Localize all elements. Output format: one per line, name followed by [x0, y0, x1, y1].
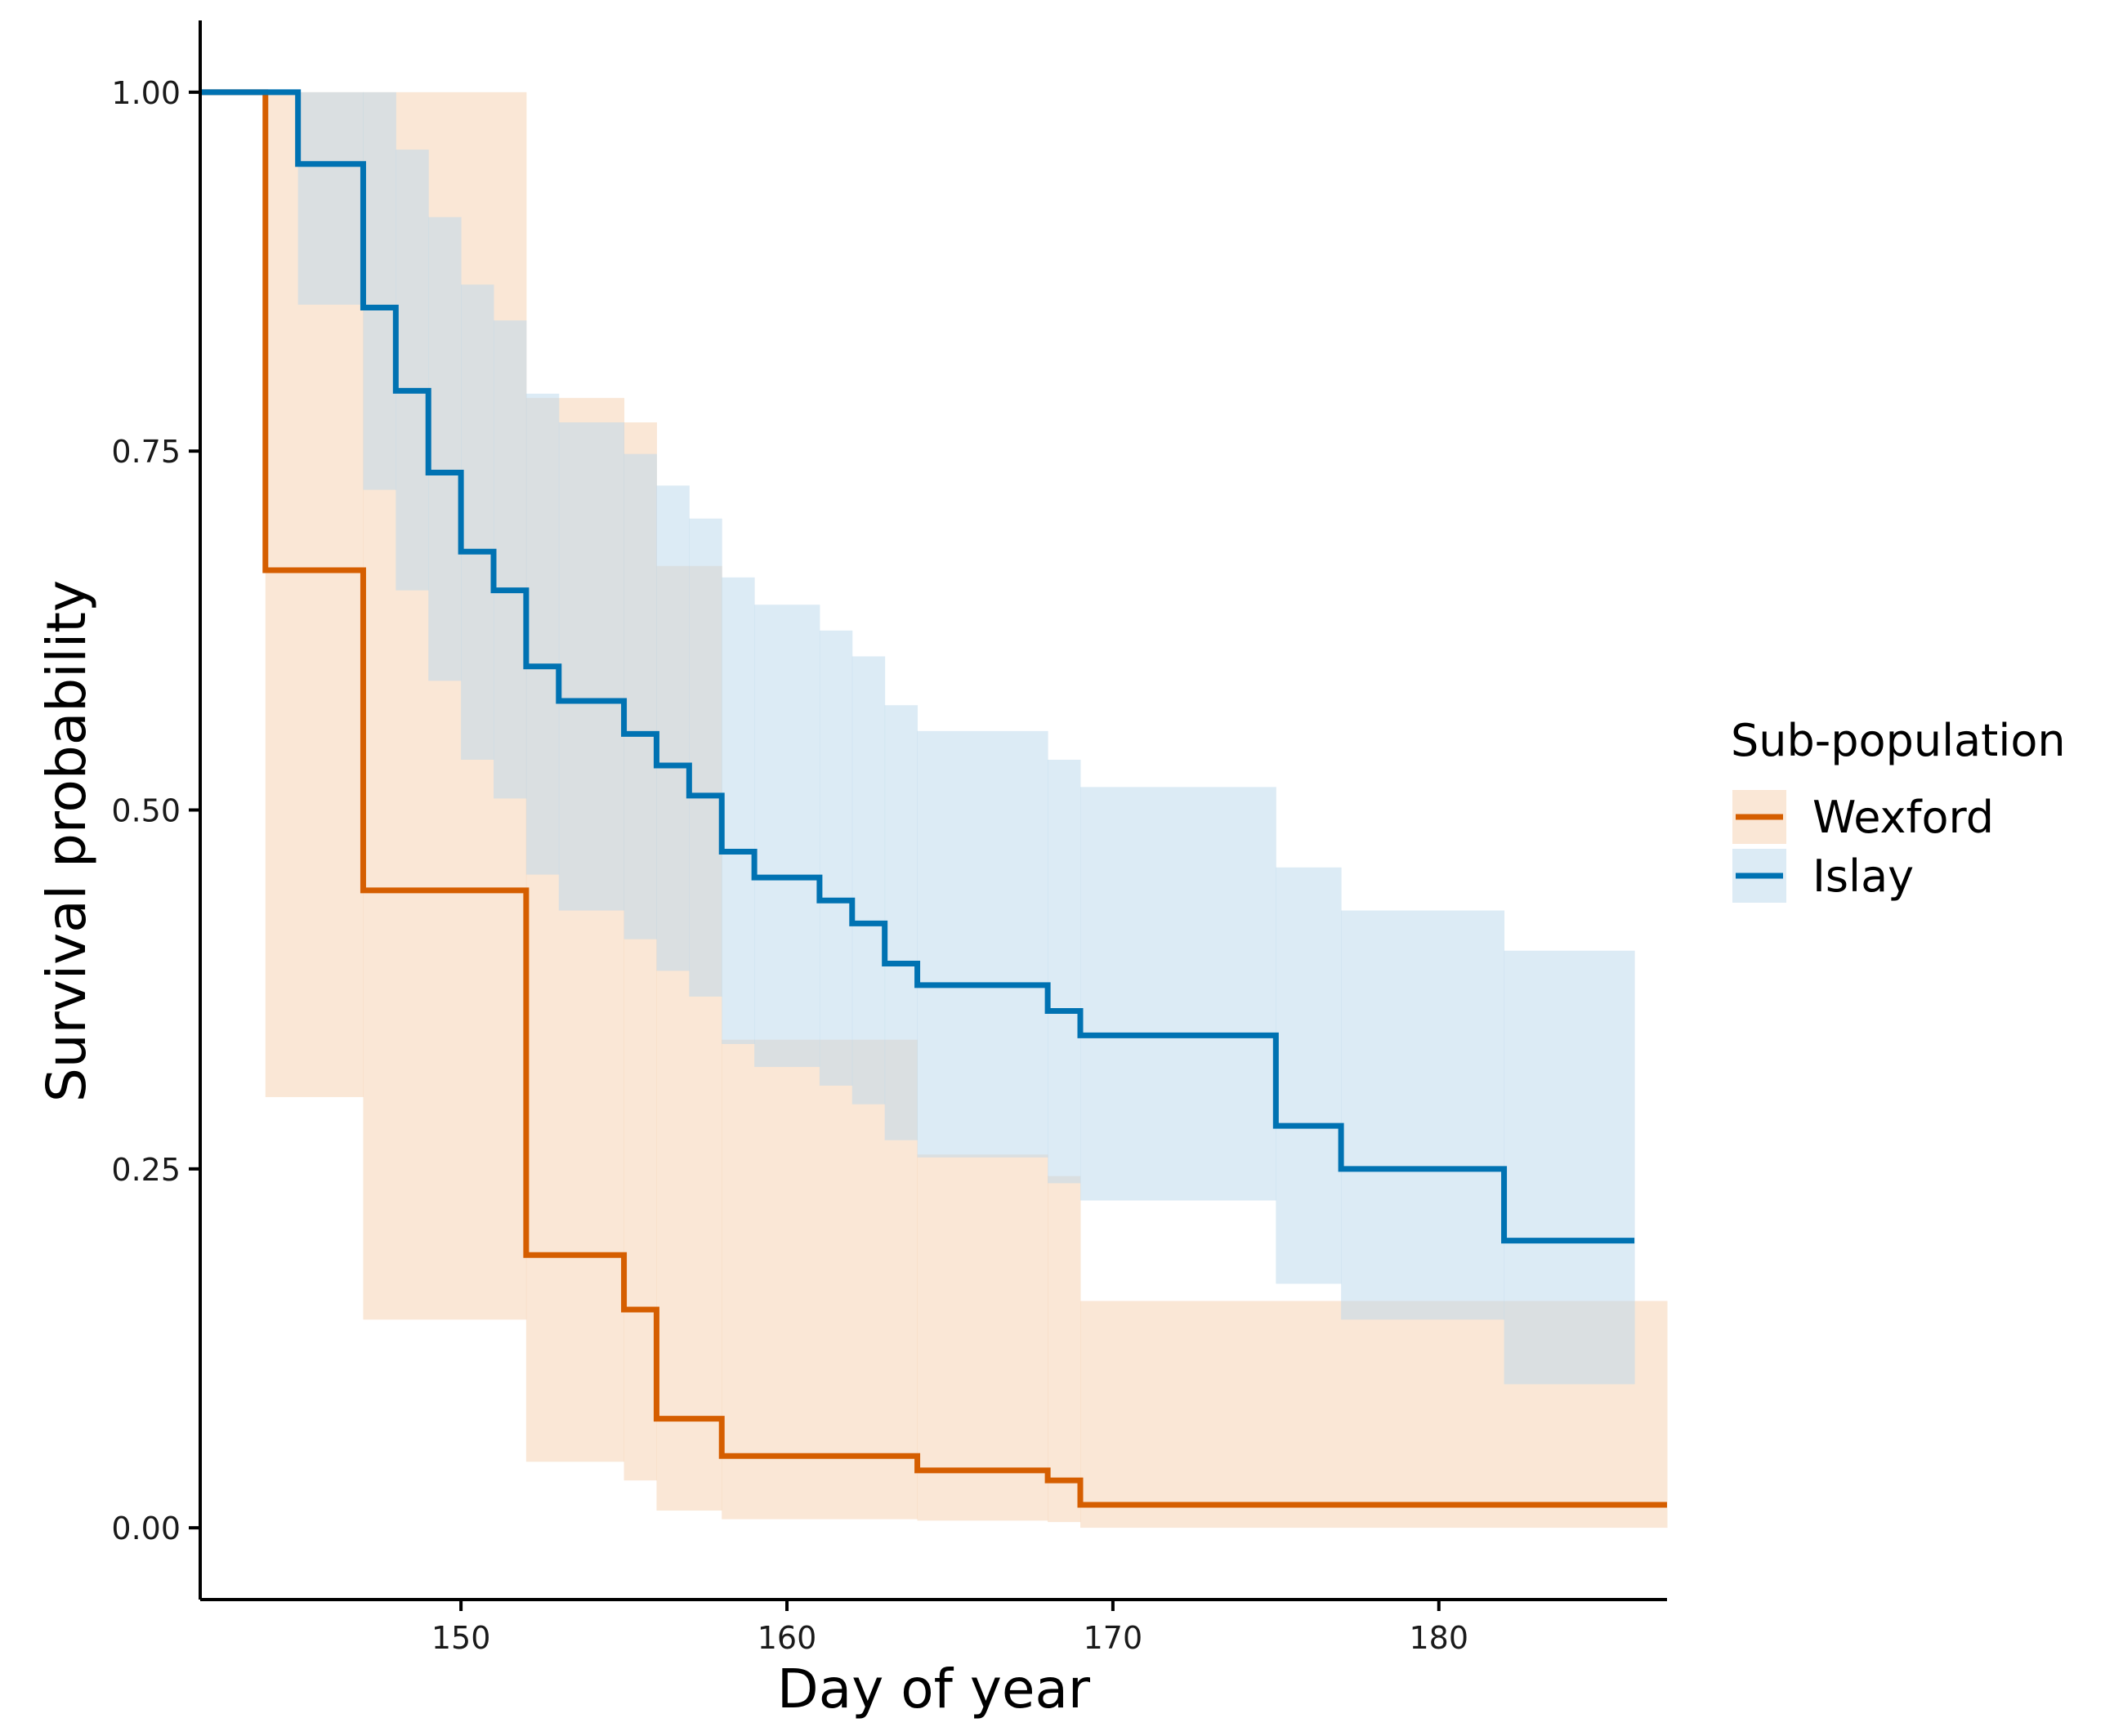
- curve-islay: [200, 89, 1635, 1244]
- legend: Sub-population Wexford Islay: [1731, 715, 2066, 903]
- x-axis-ticks: 150 160 170 180: [431, 1600, 1468, 1656]
- legend-label: Wexford: [1812, 792, 1994, 843]
- band-segment: [1048, 759, 1081, 1184]
- band-segment: [1276, 867, 1342, 1284]
- band-segment: [297, 91, 364, 305]
- band-segment: [917, 1154, 1048, 1521]
- band-segment: [558, 422, 625, 911]
- band-segment: [396, 150, 429, 591]
- legend-label: Islay: [1812, 850, 1914, 902]
- band-segment: [1048, 1176, 1081, 1523]
- curve-wexford: [200, 89, 1667, 1508]
- band-segment: [1080, 787, 1276, 1201]
- band-segment: [754, 605, 820, 1068]
- y-tick-label: 0.75: [111, 434, 181, 470]
- band-segment: [851, 656, 886, 1105]
- band-segment: [494, 320, 527, 799]
- y-tick-label: 1.00: [111, 75, 181, 111]
- band-segment: [722, 577, 755, 1044]
- band-segment: [363, 91, 396, 490]
- band-segment: [656, 485, 690, 971]
- survival-curves: [200, 89, 1667, 1508]
- band-segment: [1341, 910, 1505, 1320]
- band-segment: [428, 216, 462, 681]
- band-segment: [623, 453, 657, 939]
- band-segment: [884, 705, 918, 1140]
- legend-item-wexford: Wexford: [1732, 790, 1994, 844]
- x-tick-label: 170: [1084, 1620, 1143, 1656]
- x-tick-label: 180: [1410, 1620, 1469, 1656]
- x-axis-title: Day of year: [777, 1658, 1091, 1720]
- confidence-bands: [265, 91, 1668, 1528]
- y-tick-label: 0.25: [111, 1152, 181, 1188]
- y-tick-label: 0.00: [111, 1511, 181, 1546]
- y-axis-title: Survival probability: [35, 580, 98, 1102]
- y-tick-label: 0.50: [111, 793, 181, 829]
- band-islay: [297, 91, 1635, 1385]
- band-segment: [525, 393, 560, 875]
- band-segment: [917, 730, 1048, 1158]
- band-segment: [461, 284, 494, 760]
- x-tick-label: 160: [758, 1620, 817, 1656]
- band-segment: [819, 630, 853, 1086]
- x-tick-label: 150: [431, 1620, 491, 1656]
- band-segment: [1504, 950, 1635, 1385]
- legend-title: Sub-population: [1731, 715, 2066, 766]
- band-segment: [689, 518, 722, 997]
- legend-item-islay: Islay: [1732, 849, 1914, 903]
- y-axis-ticks: 0.00 0.25 0.50 0.75 1.00: [111, 75, 200, 1546]
